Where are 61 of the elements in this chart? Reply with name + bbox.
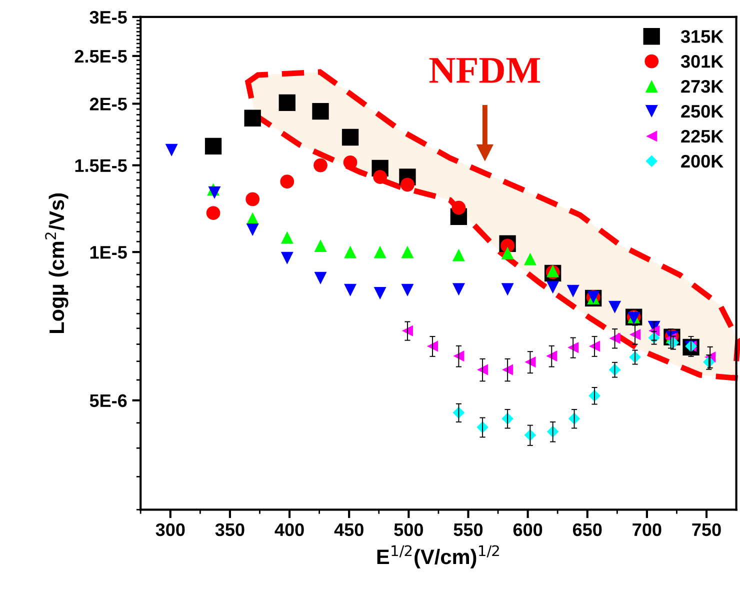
point [524, 252, 536, 266]
point [453, 350, 464, 362]
point [244, 110, 261, 126]
legend-label: 225K [681, 130, 724, 143]
point [452, 248, 465, 262]
x-axis-title: E$^{1/2}$(V/cm)$^{1/2}$ [377, 545, 499, 568]
legend-label: 301K [680, 55, 724, 68]
annotation: NFDM [429, 58, 540, 83]
point [342, 128, 359, 146]
x-tick-label: 300 [156, 523, 185, 536]
point [344, 246, 357, 258]
point [280, 252, 294, 264]
y-tick-label: 2.5E-5 [74, 50, 127, 63]
point [452, 283, 465, 296]
x-tick-label: 750 [692, 523, 721, 536]
x-tick-label: 700 [632, 523, 662, 536]
point [314, 239, 327, 252]
point [165, 144, 178, 156]
x-tick-label: 600 [513, 523, 542, 536]
legend-label: 200K [681, 154, 724, 168]
point [546, 281, 560, 294]
point [206, 206, 220, 220]
point [344, 284, 357, 296]
point [501, 246, 514, 260]
point [314, 272, 327, 284]
point [609, 332, 620, 344]
point [566, 284, 580, 298]
x-tick-label: 450 [334, 523, 364, 536]
legend-label: 273K [681, 80, 724, 93]
y-tick-label: 5E-6 [90, 394, 127, 408]
y-tick-label: 2E-5 [90, 98, 127, 110]
point [452, 200, 466, 215]
point [280, 231, 294, 244]
point [373, 170, 388, 184]
point [501, 283, 514, 296]
point [401, 284, 414, 296]
y-tick-label: 3E-5 [90, 10, 127, 24]
legend-label: 315K [680, 30, 724, 43]
point [400, 178, 414, 192]
x-tick-label: 350 [215, 523, 244, 536]
point [312, 103, 329, 120]
x-tick-label: 650 [572, 523, 602, 536]
y-tick-label: 1E-5 [90, 246, 127, 259]
point [608, 300, 622, 314]
point [374, 246, 386, 258]
point [280, 174, 294, 189]
point [401, 246, 414, 258]
legend-label: 250K [681, 104, 724, 118]
point [374, 286, 386, 300]
x-tick-label: 500 [394, 523, 423, 536]
x-tick-label: 550 [454, 523, 483, 536]
point [246, 223, 259, 236]
y-tick-label: 1.5E-5 [75, 159, 127, 172]
point [278, 94, 296, 111]
point [343, 156, 358, 170]
y-axis-title: Logμ (cm$^{2}$/Vs) [45, 193, 68, 333]
point [246, 192, 260, 206]
point [314, 158, 328, 172]
point [208, 186, 221, 199]
x-tick-label: 400 [274, 523, 304, 536]
point [204, 138, 222, 155]
